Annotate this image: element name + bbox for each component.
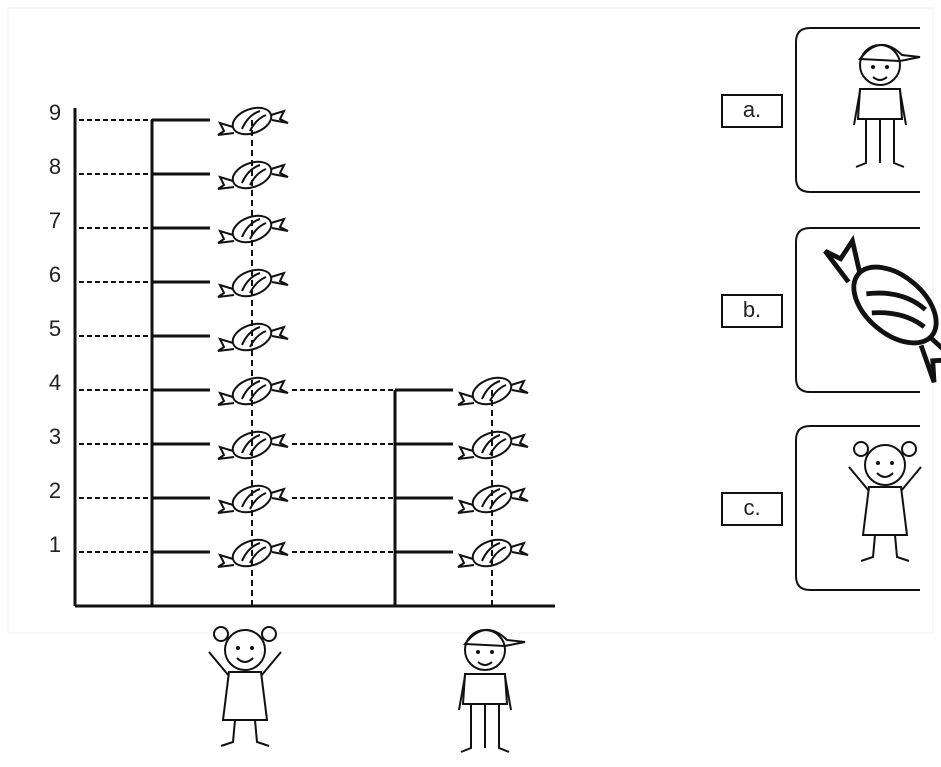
option-label: a.	[743, 97, 761, 122]
y-tick-label: 4	[49, 370, 61, 395]
y-tick-label: 1	[49, 532, 61, 557]
option-a[interactable]: a.	[721, 27, 921, 193]
option-c[interactable]: c.	[721, 425, 922, 591]
y-tick-label: 8	[49, 154, 61, 179]
boy-figure	[458, 628, 526, 753]
candy-column	[292, 371, 529, 606]
y-tick-label: 9	[49, 100, 61, 125]
option-label: b.	[743, 297, 761, 322]
y-tick-label: 6	[49, 262, 61, 287]
candy-column	[150, 101, 289, 606]
y-tick-label: 7	[49, 208, 61, 233]
y-tick-label: 5	[49, 316, 61, 341]
option-b[interactable]: b.	[721, 213, 941, 402]
panel	[7, 7, 934, 634]
option-label: c.	[743, 495, 760, 520]
y-tick-label: 2	[49, 478, 61, 503]
y-tick-label: 3	[49, 424, 61, 449]
girl-figure	[208, 626, 282, 747]
